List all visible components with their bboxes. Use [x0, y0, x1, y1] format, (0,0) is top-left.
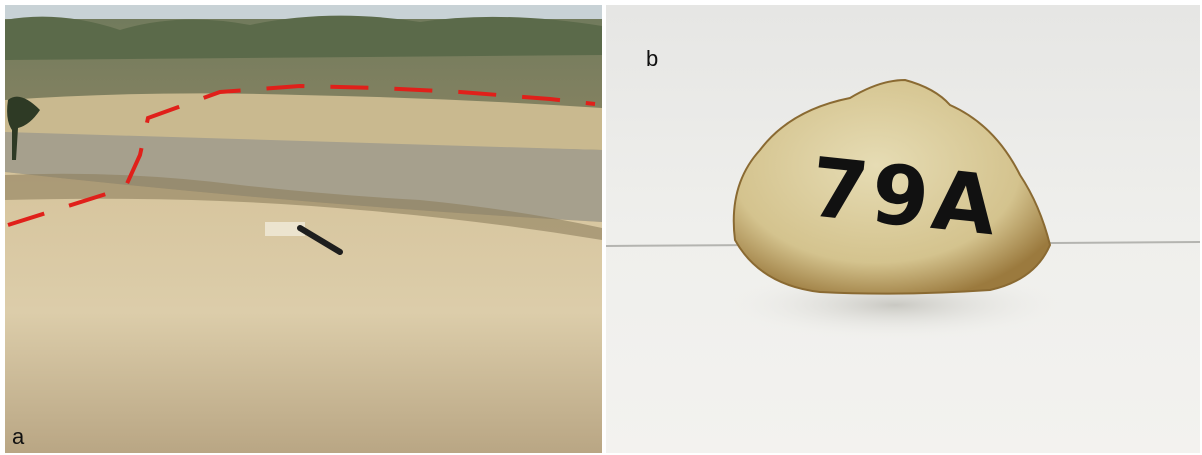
photo-a: a — [5, 5, 602, 453]
specimen-label: 79A — [806, 140, 1004, 254]
sky — [5, 5, 602, 19]
panel-label: a — [12, 424, 25, 449]
panel-label: b — [646, 46, 658, 71]
page: a 79A b (() => { const data = JSON.parse… — [0, 0, 1202, 455]
photo-b: 79A b — [606, 5, 1200, 453]
figure: a 79A b — [0, 0, 1202, 455]
